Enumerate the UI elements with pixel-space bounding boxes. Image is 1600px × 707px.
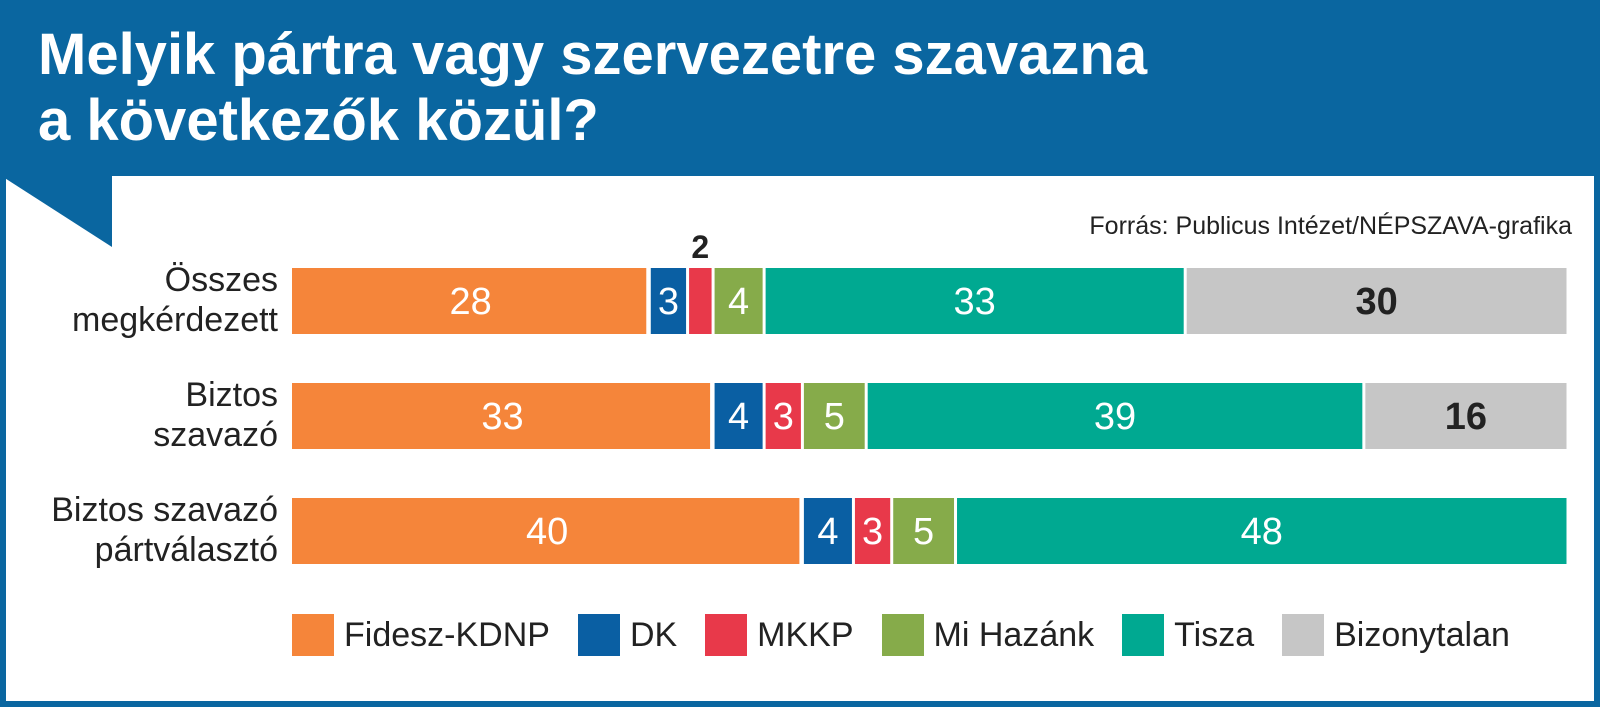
legend-item-bizonytalan: Bizonytalan (1282, 614, 1510, 656)
legend-label: Fidesz-KDNP (344, 615, 550, 654)
legend-swatch (577, 614, 620, 656)
legend-item-dk: DK (577, 614, 678, 656)
legend-swatch (881, 614, 924, 656)
legend-swatch (705, 614, 748, 656)
data-label-dk-row-3: 4 (817, 511, 838, 553)
bar-fidesz-kdnp-row-2 (292, 383, 711, 449)
legend-item-mkkp: MKKP (705, 614, 854, 656)
bar-tisza-row-1 (765, 268, 1184, 334)
row-label-1: Összes megkérdezett (18, 260, 278, 340)
legend-swatch (1122, 614, 1165, 656)
row-label-line: Biztos szavazó (51, 491, 278, 529)
speech-bubble-notch (0, 175, 112, 250)
bar-tisza-row-2 (867, 383, 1363, 449)
legend-label: Mi Hazánk (933, 615, 1095, 654)
legend-swatch (1282, 614, 1325, 656)
source-note: Forrás: Publicus Intézet/NÉPSZAVA-grafik… (1089, 212, 1572, 240)
bar-mi-haz-nk-row-1 (714, 268, 763, 334)
row-label-line: Biztos (185, 376, 278, 414)
chart-title-line-2: a következők közül? (38, 88, 599, 153)
data-label-fidesz-kdnp-row-1: 28 (449, 281, 491, 323)
data-label-mi-haz-nk-row-1: 4 (728, 281, 749, 323)
legend-item-fidesz-kdnp: Fidesz-KDNP (292, 614, 550, 656)
bar-dk-row-2 (714, 383, 763, 449)
bar-mkkp-row-2 (765, 383, 801, 449)
legend-swatch (292, 614, 334, 656)
chart-title: Melyik pártra vagy szervezetre szavazna … (38, 22, 1538, 154)
bar-bizonytalan-row-1 (1186, 268, 1567, 334)
row-label-line: pártválasztó (94, 531, 278, 569)
data-label-dk-row-2: 4 (728, 396, 749, 438)
bar-dk-row-1 (650, 268, 687, 334)
data-label-bizonytalan-row-1: 30 (1355, 281, 1397, 323)
data-label-mkkp-row-1: 2 (691, 229, 709, 265)
row-label-line: szavazó (153, 416, 278, 454)
row-label-line: megkérdezett (72, 301, 278, 339)
bar-mi-haz-nk-row-3 (893, 498, 955, 564)
bar-fidesz-kdnp-row-1 (292, 268, 647, 334)
data-label-mi-haz-nk-row-2: 5 (824, 396, 845, 438)
legend-label: Bizonytalan (1334, 615, 1510, 654)
data-label-mkkp-row-3: 3 (862, 511, 883, 553)
data-label-tisza-row-3: 48 (1241, 511, 1283, 553)
bar-dk-row-3 (803, 498, 852, 564)
legend-label: MKKP (757, 615, 854, 654)
bar-bizonytalan-row-2 (1365, 383, 1567, 449)
row-label-3: Biztos szavazó pártválasztó (18, 490, 278, 570)
chart-title-line-1: Melyik pártra vagy szervezetre szavazna (38, 22, 1148, 87)
bar-fidesz-kdnp-row-3 (292, 498, 800, 564)
legend-label: DK (629, 615, 678, 654)
bar-tisza-row-3 (957, 498, 1567, 564)
data-label-fidesz-kdnp-row-2: 33 (481, 396, 523, 438)
data-label-bizonytalan-row-2: 16 (1445, 396, 1487, 438)
bar-mkkp-row-3 (854, 498, 891, 564)
row-label-2: Biztos szavazó (18, 375, 278, 455)
data-label-tisza-row-2: 39 (1094, 396, 1136, 438)
data-label-dk-row-1: 3 (658, 281, 679, 323)
data-label-mkkp-row-2: 3 (773, 396, 794, 438)
bar-mi-haz-nk-row-2 (803, 383, 865, 449)
data-label-fidesz-kdnp-row-3: 40 (526, 511, 568, 553)
legend-label: Tisza (1174, 615, 1255, 654)
row-label-line: Összes (164, 261, 278, 299)
data-label-tisza-row-1: 33 (954, 281, 996, 323)
data-label-mi-haz-nk-row-3: 5 (913, 511, 934, 553)
chart-legend: Fidesz-KDNP DK MKKP Mi Hazánk Tisza Bizonytal… (292, 612, 1538, 658)
header-banner: Melyik pártra vagy szervezetre szavazna … (0, 0, 1600, 176)
legend-item-mi-haz-nk: Mi Hazánk (881, 614, 1095, 656)
bar-mkkp-row-1 (689, 268, 712, 334)
legend-item-tisza: Tisza (1122, 614, 1254, 656)
